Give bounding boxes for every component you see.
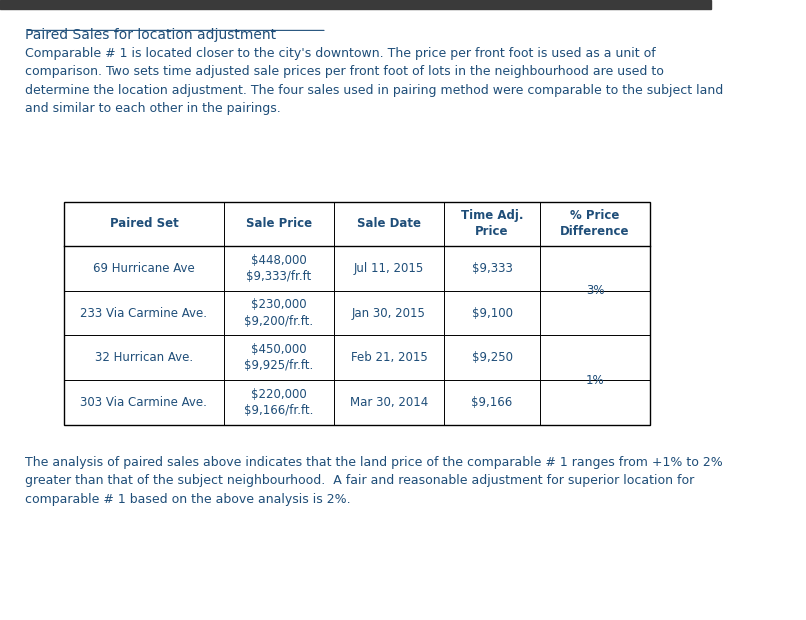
- Text: $220,000
$9,166/fr.ft.: $220,000 $9,166/fr.ft.: [244, 388, 314, 417]
- Text: 32 Hurrican Ave.: 32 Hurrican Ave.: [95, 352, 193, 364]
- Text: 303 Via Carmine Ave.: 303 Via Carmine Ave.: [81, 396, 207, 409]
- Text: Jan 30, 2015: Jan 30, 2015: [352, 307, 426, 319]
- Text: $230,000
$9,200/fr.ft.: $230,000 $9,200/fr.ft.: [244, 298, 314, 328]
- Text: 233 Via Carmine Ave.: 233 Via Carmine Ave.: [81, 307, 207, 319]
- Text: 1%: 1%: [586, 374, 604, 386]
- Text: Feb 21, 2015: Feb 21, 2015: [351, 352, 427, 364]
- Text: 3%: 3%: [586, 285, 604, 297]
- Text: % Price
Difference: % Price Difference: [560, 210, 629, 238]
- Text: Jul 11, 2015: Jul 11, 2015: [354, 262, 424, 275]
- Text: Sale Date: Sale Date: [357, 218, 421, 230]
- Text: Paired Set: Paired Set: [110, 218, 178, 230]
- Text: Time Adj.
Price: Time Adj. Price: [461, 210, 523, 238]
- Text: Comparable # 1 is located closer to the city's downtown. The price per front foo: Comparable # 1 is located closer to the …: [25, 46, 723, 115]
- Text: $9,100: $9,100: [472, 307, 513, 319]
- Bar: [0, 0, 711, 9]
- Text: Sale Price: Sale Price: [246, 218, 312, 230]
- Text: $9,250: $9,250: [472, 352, 513, 364]
- Text: $9,166: $9,166: [472, 396, 513, 409]
- Text: $448,000
$9,333/fr.ft: $448,000 $9,333/fr.ft: [247, 254, 311, 283]
- Text: The analysis of paired sales above indicates that the land price of the comparab: The analysis of paired sales above indic…: [25, 456, 723, 506]
- Text: 69 Hurricane Ave: 69 Hurricane Ave: [93, 262, 195, 275]
- Text: Mar 30, 2014: Mar 30, 2014: [350, 396, 428, 409]
- Text: Paired Sales for location adjustment: Paired Sales for location adjustment: [25, 28, 276, 42]
- Text: $9,333: $9,333: [472, 262, 513, 275]
- Text: $450,000
$9,925/fr.ft.: $450,000 $9,925/fr.ft.: [244, 343, 314, 373]
